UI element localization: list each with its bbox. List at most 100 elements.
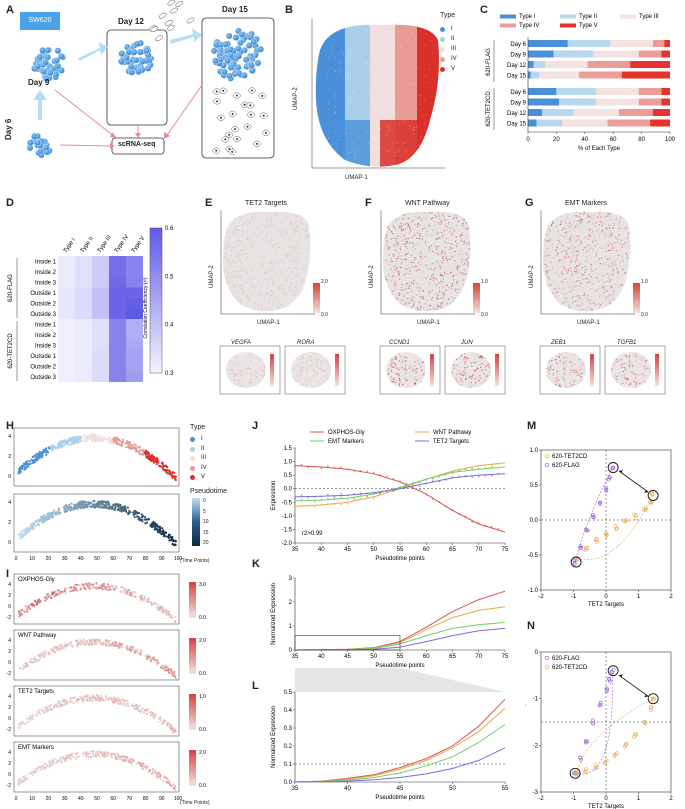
- arrow-day6-day9: [33, 90, 47, 120]
- legend-marker: [544, 664, 550, 670]
- heatmap-row-label: Outside 2: [30, 302, 56, 308]
- bar-segment: [528, 109, 543, 116]
- heatmap-cell: [109, 350, 126, 361]
- data-point: [624, 518, 629, 522]
- day15-label: Day 15: [222, 5, 248, 14]
- y-tick-label: 2: [8, 593, 11, 599]
- data-point: [614, 526, 619, 531]
- heatmap-col-label: Type I: [63, 237, 77, 254]
- track-title: TET2 Targets: [18, 689, 54, 695]
- heatmap-cell: [92, 308, 109, 319]
- panel-e-scale-max: 2.0: [321, 279, 328, 285]
- heatmap-cell: [126, 361, 143, 372]
- y-tick-label: 4: [8, 500, 11, 506]
- trend-path: [576, 698, 654, 774]
- y-tick-label: 0: [8, 604, 11, 610]
- x-tick-label: 35: [292, 786, 299, 792]
- panel-f-scale-max: 1.0: [481, 279, 488, 285]
- heatmap-cell: [126, 266, 143, 277]
- y-tick-label: -2: [7, 783, 12, 789]
- umap-b-ylabel: UMAP-2: [293, 87, 299, 110]
- day9-label: Day 9: [28, 78, 50, 87]
- colorbar-min: 0.0: [199, 783, 206, 789]
- legend-label: II: [451, 36, 455, 42]
- trend-path: [576, 495, 654, 560]
- bar-segment: [618, 109, 653, 116]
- panel-f-xlabel: UMAP-1: [417, 320, 440, 326]
- x-tick-label: 75: [502, 654, 509, 660]
- bar-segment: [528, 50, 554, 58]
- zoom-funnel: [295, 668, 505, 692]
- heatmap-cell: [58, 319, 75, 330]
- h-type-legend-title: Type: [190, 424, 206, 431]
- panel-e-title: TET2 Targets: [245, 200, 287, 207]
- y-tick-label: -1.5: [282, 527, 293, 533]
- data-point: [634, 513, 638, 518]
- x-tick-label: 45: [397, 786, 404, 792]
- heatmap-row-label: Outside 3: [30, 375, 56, 381]
- heatmap-row-label: Outside 1: [30, 354, 56, 360]
- heatmap-cell: [58, 266, 75, 277]
- x-tick-label: 55: [502, 786, 509, 792]
- heatmap-cell: [75, 319, 92, 330]
- x-tick-label: 50: [370, 654, 377, 660]
- data-point: [603, 760, 608, 765]
- correlation-heatmap: Inside 1 Inside 2 Inside 3 Outside 1 Outside…: [8, 226, 174, 382]
- emt-feature-plot: [539, 210, 666, 395]
- heatmap-cell: [109, 371, 126, 382]
- category-label: Day 15: [507, 74, 527, 80]
- gene-label-ccnd1: CCND1: [389, 340, 410, 346]
- data-point: [574, 772, 579, 776]
- bar-segment: [587, 61, 631, 68]
- legend-dot: [190, 437, 195, 443]
- heatmap-cell: [58, 256, 75, 267]
- data-point: [604, 485, 608, 490]
- heatmap-cell: [92, 319, 109, 330]
- panel-e-scale-min: 0.0: [321, 312, 328, 318]
- panel-e-umap: TET2 Targets UMAP-1 UMAP-2 2.0 0.0 VEGFA…: [205, 198, 365, 413]
- heatmap-cell: [126, 256, 143, 267]
- x-tick-label: 70: [475, 654, 482, 660]
- colorbar-max: 2.0: [199, 750, 206, 756]
- y-axis-label: Expression: [271, 481, 277, 511]
- heatmap-cell: [92, 361, 109, 372]
- x-tick-label: 30: [62, 556, 68, 562]
- pink-arrows: [54, 84, 203, 147]
- data-point: [597, 703, 602, 708]
- data-point: [632, 512, 636, 517]
- heatmap-row-label: Outside 3: [30, 312, 56, 318]
- panel-label-b: B: [285, 4, 293, 16]
- y-axis-label: WNT Pathway: [525, 703, 526, 741]
- data-point: [574, 770, 579, 775]
- data-point: [583, 546, 588, 551]
- bar-segment: [664, 40, 670, 47]
- bar-segment: [536, 119, 563, 127]
- x-tick-label: 10: [29, 556, 35, 562]
- heatmap-cell: [75, 350, 92, 361]
- heatmap-cell: [58, 287, 75, 298]
- type-legend-item: I: [440, 24, 457, 34]
- data-point: [593, 766, 598, 771]
- x-tick-label: 100: [665, 137, 676, 143]
- heatmap-row-label: Inside 3: [35, 344, 57, 350]
- panel-g-scale-max: 1.0: [641, 279, 648, 285]
- x-tick-label: 65: [449, 547, 456, 553]
- heatmap-cell: [109, 266, 126, 277]
- bar-segment: [530, 71, 540, 79]
- heatmap-row-label: Inside 2: [35, 270, 57, 276]
- x-tick-label: 100: [174, 796, 183, 802]
- bar-segment: [528, 119, 537, 127]
- x-tick-label: -2: [538, 796, 544, 802]
- bar-segment: [545, 61, 588, 68]
- x-tick-label: 10: [29, 796, 35, 802]
- legend-label: IV: [201, 464, 207, 471]
- x-tick-label: 1: [637, 594, 641, 600]
- panel-h-trajectory: 4 2 0 4 2 0 0 10 20 30 40 50 60 70 80 90 100 Type I II III…: [0, 422, 250, 567]
- category-label: Day 9: [510, 101, 526, 107]
- y-axis-label: EMT Markers: [525, 502, 526, 538]
- bar-segment: [638, 98, 662, 106]
- phase-portrait-charts: -2 -1 0 1 2 1.0 0.5 0.0 -0.5 -1.0 TET2 Targets EMT …: [525, 448, 673, 809]
- legend-label: 620-FLAG: [552, 656, 580, 662]
- data-point: [598, 500, 603, 505]
- bar-segment: [630, 61, 670, 68]
